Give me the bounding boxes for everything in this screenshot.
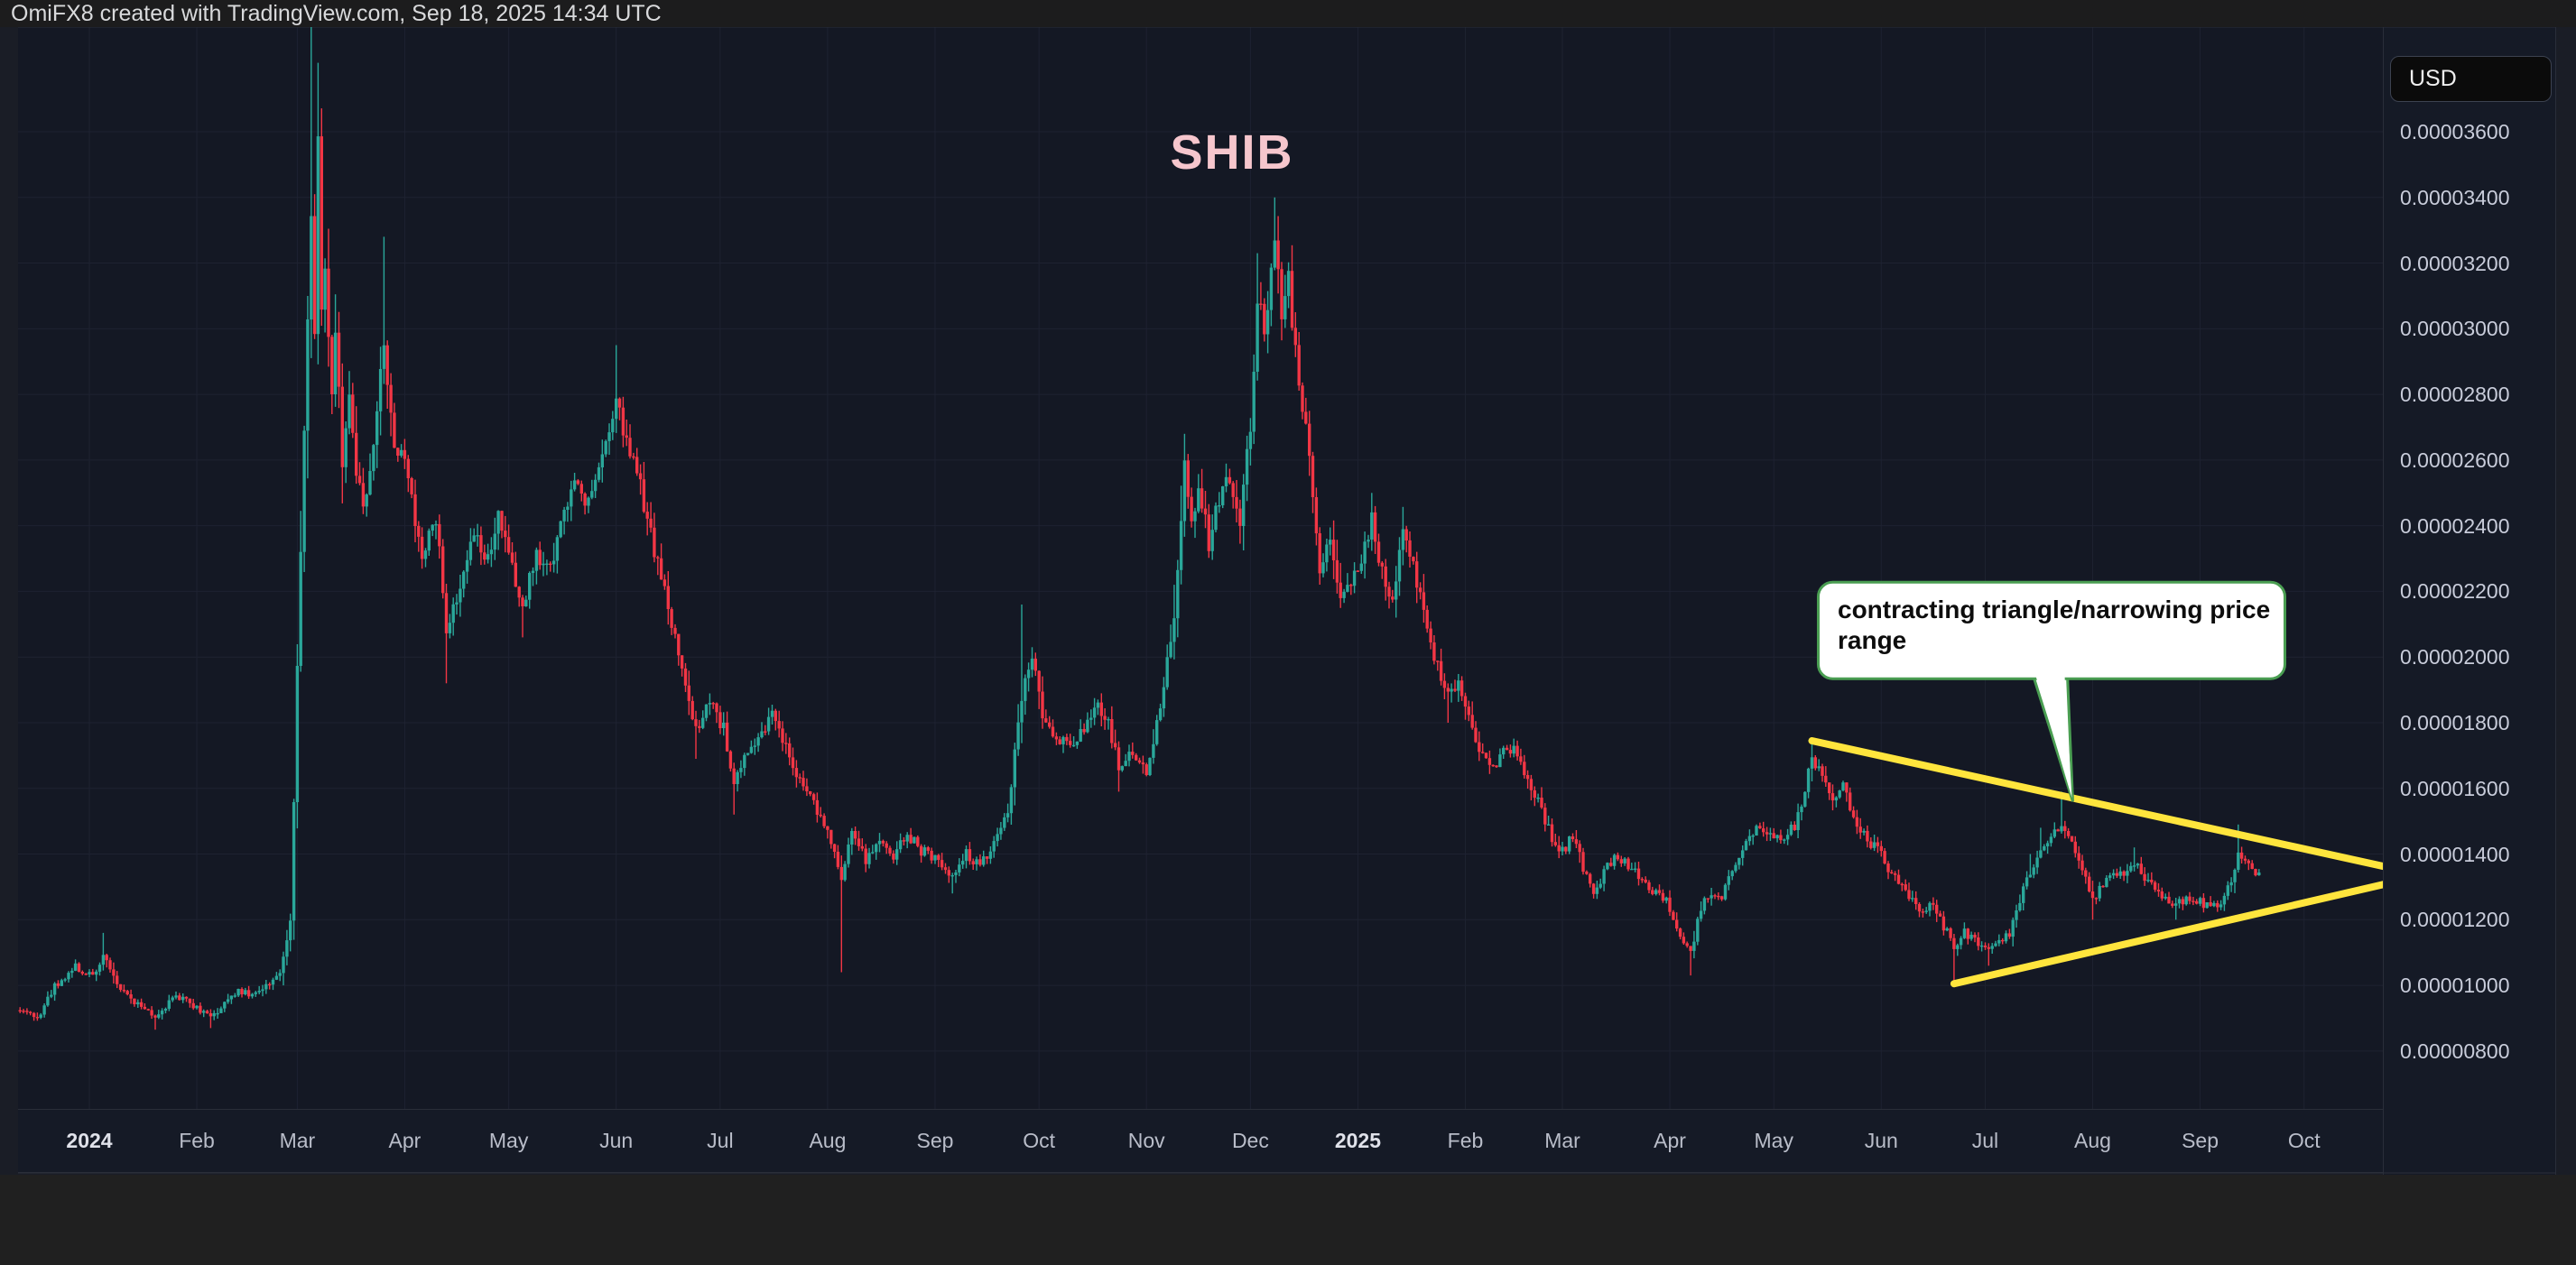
time-axis-label: Feb xyxy=(179,1129,215,1152)
time-axis-label: Jul xyxy=(707,1129,734,1152)
footer-bar: TradingView xyxy=(0,1175,2576,1265)
time-axis-label: Sep xyxy=(916,1129,954,1152)
price-axis-label: 0.00003000 xyxy=(2400,317,2510,341)
time-axis-label: May xyxy=(1754,1129,1793,1152)
price-axis[interactable]: 0.00003600 0.00003400 0.00003200 0.00003000… xyxy=(2383,27,2556,1175)
price-axis-label: 0.00000800 xyxy=(2400,1039,2510,1063)
price-axis-label: 0.00001200 xyxy=(2400,908,2510,932)
time-axis-label: 2025 xyxy=(1334,1129,1382,1152)
header-bar: OmiFX8 created with TradingView.com, Sep… xyxy=(0,0,2576,27)
time-axis-label: Jun xyxy=(599,1129,634,1152)
time-axis-label: Oct xyxy=(1023,1129,1056,1152)
price-axis-label: 0.00002600 xyxy=(2400,448,2510,472)
time-axis-label: 2024 xyxy=(66,1129,113,1152)
time-axis-label: Jul xyxy=(1971,1129,1999,1152)
price-axis-label: 0.00002000 xyxy=(2400,645,2510,669)
price-axis-label: 0.00003400 xyxy=(2400,185,2510,209)
time-axis-label: Jun xyxy=(1864,1129,1898,1152)
price-axis-label: 0.00003600 xyxy=(2400,120,2510,143)
price-axis-label: 0.00001000 xyxy=(2400,974,2510,998)
price-axis-label: 0.00001800 xyxy=(2400,710,2510,734)
price-axis-label: 0.00002200 xyxy=(2400,579,2510,604)
time-axis-label: Aug xyxy=(2074,1129,2111,1152)
time-axis-label: Oct xyxy=(2287,1129,2321,1152)
time-axis-label: Aug xyxy=(809,1129,847,1152)
price-axis-label: 0.00002800 xyxy=(2400,383,2510,407)
price-axis-label: 0.00003200 xyxy=(2400,251,2510,275)
chart-plot-area[interactable] xyxy=(18,27,2383,1109)
time-axis-label: Apr xyxy=(1654,1129,1686,1152)
header-title: OmiFX8 created with TradingView.com, Sep… xyxy=(11,1,662,26)
time-axis-label: May xyxy=(488,1129,529,1152)
currency-usd-button[interactable]: USD xyxy=(2390,56,2552,102)
time-axis[interactable] xyxy=(18,1109,2383,1173)
time-axis-label: Sep xyxy=(2182,1129,2219,1152)
symbol-watermark: SHIB xyxy=(1170,125,1294,180)
price-axis-label: 0.00002400 xyxy=(2400,513,2510,538)
price-axis-label: 0.00001400 xyxy=(2400,842,2510,866)
price-axis-label: 0.00001600 xyxy=(2400,776,2510,800)
time-axis-label: Mar xyxy=(279,1129,316,1152)
time-axis-label: Feb xyxy=(1447,1129,1484,1152)
time-axis-label: Nov xyxy=(1127,1129,1165,1152)
time-axis-label: Dec xyxy=(1231,1129,1269,1152)
callout-annotation-text[interactable]: contracting triangle/narrowing price ran… xyxy=(1838,596,2271,654)
time-axis-label: Mar xyxy=(1544,1129,1580,1152)
time-axis-label: Apr xyxy=(388,1129,422,1152)
